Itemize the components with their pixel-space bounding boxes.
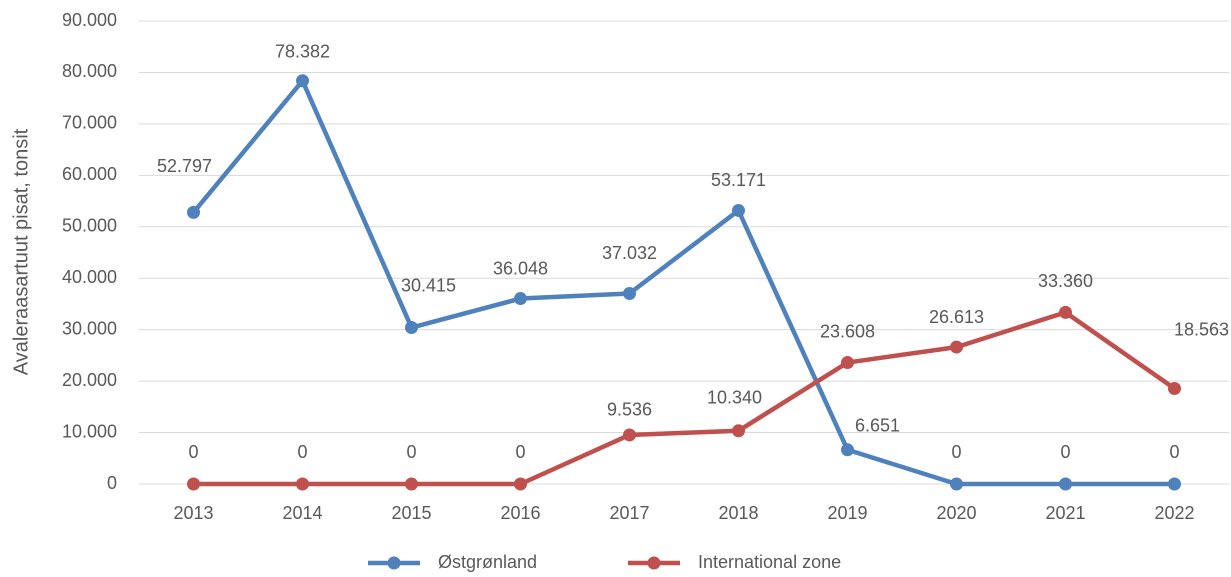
x-tick-label: 2018	[718, 503, 758, 523]
data-label: 30.415	[401, 275, 456, 295]
data-label: 36.048	[493, 258, 548, 278]
legend-label: Østgrønland	[438, 552, 537, 572]
data-point	[187, 477, 200, 491]
data-label: 53.171	[711, 170, 766, 190]
y-tick-label: 0	[107, 473, 117, 493]
y-tick-label: 40.000	[62, 267, 117, 287]
legend-marker	[387, 556, 401, 570]
data-label: 26.613	[929, 307, 984, 327]
data-label: 0	[406, 442, 416, 462]
data-point	[1168, 477, 1181, 491]
data-point	[405, 477, 418, 491]
data-label: 52.797	[157, 156, 212, 176]
y-axis-label: Avaleraasartuut pisat, tonsit	[10, 128, 32, 375]
data-label: 18.563	[1174, 319, 1229, 339]
x-tick-label: 2021	[1045, 503, 1085, 523]
series-line	[193, 310, 1176, 487]
y-tick-label: 80.000	[62, 61, 117, 81]
data-label: 0	[297, 442, 307, 462]
y-tick-label: 60.000	[62, 164, 117, 184]
data-point	[623, 428, 636, 442]
data-point	[187, 205, 200, 219]
x-tick-label: 2015	[391, 503, 431, 523]
data-point	[623, 286, 636, 300]
y-tick-label: 70.000	[62, 113, 117, 133]
data-point	[514, 292, 527, 306]
data-label: 0	[1169, 442, 1179, 462]
data-point	[732, 203, 745, 217]
data-point	[841, 356, 854, 370]
series-line	[191, 78, 1175, 487]
data-label: 23.608	[820, 321, 875, 341]
legend-label: International zone	[698, 552, 841, 572]
x-tick-label: 2022	[1154, 503, 1194, 523]
data-label: 0	[1060, 442, 1070, 462]
x-tick-label: 2020	[936, 503, 976, 523]
x-tick-label: 2017	[609, 503, 649, 523]
data-label: 0	[188, 442, 198, 462]
data-label: 0	[515, 442, 525, 462]
data-point	[950, 340, 963, 354]
data-label: 9.536	[607, 400, 652, 420]
y-tick-label: 20.000	[62, 370, 117, 390]
data-point	[296, 477, 309, 491]
data-label: 6.651	[855, 416, 900, 436]
data-label: 37.032	[602, 243, 657, 263]
x-tick-label: 2014	[282, 503, 322, 523]
y-tick-label: 10.000	[62, 421, 117, 441]
data-point	[296, 74, 309, 88]
data-point	[405, 321, 418, 335]
data-label: 0	[951, 442, 961, 462]
data-point	[950, 477, 963, 491]
y-tick-label: 50.000	[62, 216, 117, 236]
x-tick-label: 2013	[173, 503, 213, 523]
data-label: 10.340	[707, 388, 762, 408]
x-tick-label: 2016	[500, 503, 540, 523]
x-tick-label: 2019	[827, 503, 867, 523]
legend-marker	[647, 556, 661, 570]
data-point	[841, 443, 854, 457]
y-tick-label: 30.000	[62, 318, 117, 338]
data-point	[1059, 477, 1072, 491]
data-point	[1059, 305, 1072, 319]
y-tick-label: 90.000	[62, 10, 117, 30]
data-point	[1168, 382, 1181, 396]
data-point	[514, 477, 527, 491]
data-point	[732, 424, 745, 438]
data-label: 33.360	[1038, 271, 1093, 291]
data-label: 78.382	[275, 42, 330, 62]
